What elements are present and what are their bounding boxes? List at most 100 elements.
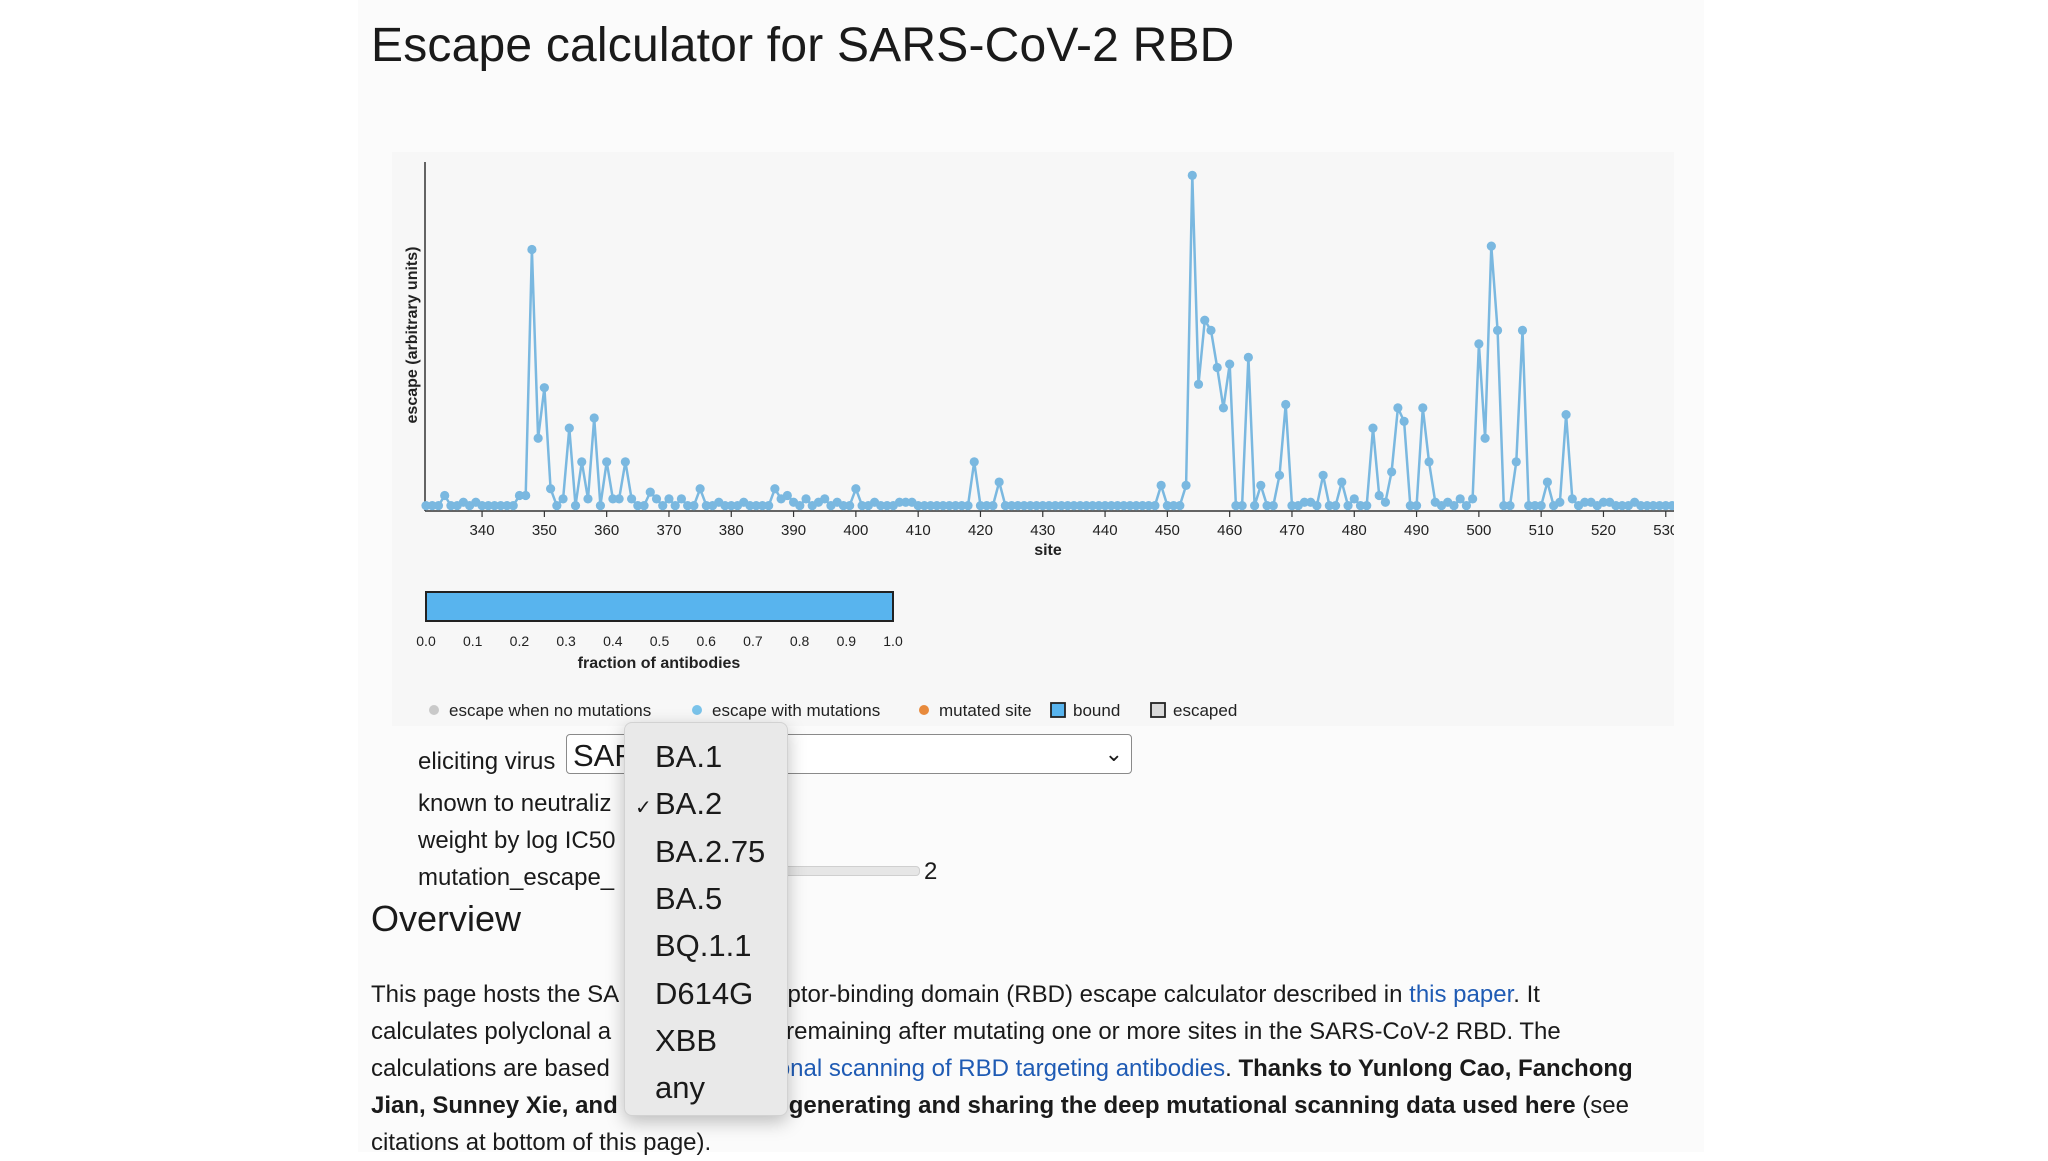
site-point bbox=[1218, 403, 1229, 413]
mutation-escape-label: mutation_escape_ bbox=[418, 864, 615, 891]
site-point bbox=[1393, 403, 1403, 413]
x-tick-label: 410 bbox=[906, 522, 931, 539]
paragraph-line: Jian, Sunney Xie, and r generating and sh… bbox=[371, 1087, 1629, 1124]
legend-square-icon bbox=[1150, 702, 1166, 718]
site-point bbox=[1268, 501, 1278, 511]
site-point bbox=[645, 487, 655, 497]
site-point bbox=[1517, 325, 1528, 335]
dropdown-option[interactable]: XBB bbox=[655, 1022, 718, 1058]
fraction-tick-label: 0.5 bbox=[650, 633, 670, 649]
legend-square-icon bbox=[1050, 702, 1066, 718]
site-point bbox=[639, 501, 649, 511]
x-tick-label: 510 bbox=[1529, 522, 1554, 539]
site-point bbox=[994, 477, 1004, 487]
paper-link[interactable]: tional scanning of RBD targeting antibod… bbox=[764, 1055, 1226, 1082]
legend-item: bound bbox=[1050, 701, 1120, 720]
site-point bbox=[626, 494, 637, 504]
x-tick-label: 490 bbox=[1404, 522, 1429, 539]
site-point bbox=[1337, 477, 1347, 487]
paragraph-text: This page hosts the SA bbox=[371, 981, 620, 1008]
fraction-tick-label: 0.7 bbox=[743, 633, 763, 649]
paper-link[interactable]: this paper bbox=[1409, 981, 1514, 1008]
legend-item: mutated site bbox=[919, 701, 1032, 720]
site-point bbox=[695, 484, 705, 494]
site-point bbox=[1455, 494, 1465, 504]
site-point bbox=[602, 457, 612, 467]
site-point bbox=[546, 484, 556, 494]
site-point bbox=[658, 501, 668, 511]
x-tick-label: 350 bbox=[532, 522, 557, 539]
site-point bbox=[564, 423, 574, 433]
legend-item: escape when no mutations bbox=[429, 701, 651, 720]
dropdown-option[interactable]: BA.5 bbox=[655, 880, 723, 916]
paragraph-text: calculations are based bbox=[371, 1055, 610, 1082]
legend-item: escape with mutations bbox=[692, 701, 880, 720]
x-tick-label: 390 bbox=[781, 522, 806, 539]
paragraph-text: . It bbox=[1513, 981, 1540, 1008]
dropdown-option[interactable]: BA.2 bbox=[655, 786, 723, 822]
site-point bbox=[1181, 480, 1191, 491]
site-point bbox=[1187, 170, 1197, 180]
site-point bbox=[521, 490, 531, 501]
x-tick-label: 530 bbox=[1653, 522, 1674, 539]
paragraph-text: eptor-binding domain (RBD) escape calcul… bbox=[774, 981, 1410, 1008]
site-point bbox=[670, 501, 680, 511]
x-tick-label: 500 bbox=[1466, 522, 1491, 539]
x-tick-label: 420 bbox=[968, 522, 993, 539]
overview-heading: Overview bbox=[371, 898, 522, 939]
site-point bbox=[1318, 470, 1328, 480]
dropdown-option[interactable]: D614G bbox=[655, 975, 754, 1011]
fraction-tick-label: 0.8 bbox=[790, 633, 810, 649]
dropdown-option[interactable]: BA.2.75 bbox=[655, 833, 766, 869]
eliciting-virus-label: eliciting virus bbox=[418, 748, 556, 775]
dropdown-option[interactable]: any bbox=[655, 1070, 705, 1106]
dropdown-option[interactable]: BQ.1.1 bbox=[655, 928, 752, 964]
site-point bbox=[651, 494, 662, 504]
paragraph-text: r generating and sharing the deep mutati… bbox=[772, 1092, 1576, 1119]
escape-chart: 340 350 360 370 380 390 400 410 420 430 440 450 460 4… bbox=[404, 162, 1674, 720]
site-point bbox=[1206, 325, 1216, 335]
x-tick-label: 430 bbox=[1030, 522, 1055, 539]
legend-label: escape when no mutations bbox=[449, 701, 651, 720]
mutation-escape-slider[interactable] bbox=[780, 866, 920, 876]
site-point bbox=[1237, 501, 1247, 511]
eliciting-virus-dropdown-menu[interactable]: BA.1 BA.2 ✓ BA.2.75 BA.5 BQ.1.1 D614G XBB any bbox=[624, 722, 788, 1116]
site-point bbox=[533, 433, 543, 443]
paragraph-text: g remaining after mutating one or more s… bbox=[766, 1018, 1561, 1045]
y-axis-label: escape (arbitrary units) bbox=[404, 247, 421, 424]
bound-bar bbox=[425, 591, 894, 622]
fraction-tick-label: 0.6 bbox=[696, 633, 716, 649]
site-point bbox=[1387, 467, 1397, 477]
escape-line bbox=[426, 174, 1672, 507]
fraction-tick-label: 0.2 bbox=[510, 633, 530, 649]
site-point bbox=[1281, 399, 1291, 410]
dropdown-option[interactable]: BA.1 bbox=[655, 739, 723, 774]
x-tick-label: 470 bbox=[1279, 522, 1304, 539]
x-tick-label: 450 bbox=[1155, 522, 1180, 539]
site-point bbox=[614, 494, 624, 504]
paragraph-line: This page hosts the SA eptor-binding doma… bbox=[371, 976, 1540, 1013]
checkmark-icon: ✓ bbox=[635, 797, 652, 820]
site-point bbox=[1667, 501, 1674, 511]
site-point bbox=[1349, 494, 1359, 504]
site-point bbox=[1200, 315, 1210, 325]
mutation-escape-value: 2 bbox=[924, 858, 938, 885]
site-point bbox=[620, 457, 630, 467]
paragraph-text: Thanks to Yunlong Cao, Fanchong bbox=[1238, 1055, 1633, 1082]
site-point bbox=[676, 494, 687, 504]
site-point bbox=[1555, 497, 1565, 507]
site-point bbox=[770, 484, 780, 494]
site-point bbox=[1212, 362, 1222, 373]
site-point bbox=[1505, 501, 1515, 511]
site-point bbox=[440, 490, 450, 501]
site-point bbox=[801, 494, 811, 504]
site-point bbox=[1343, 501, 1353, 511]
legend-item: escaped bbox=[1150, 701, 1237, 720]
fraction-tick-label: 1.0 bbox=[883, 633, 903, 649]
site-point bbox=[1156, 480, 1166, 491]
fraction-tick-label: 0.1 bbox=[463, 633, 483, 649]
site-point bbox=[1474, 339, 1484, 349]
site-point bbox=[689, 501, 699, 511]
site-point bbox=[1418, 403, 1428, 413]
site-point bbox=[845, 501, 855, 511]
